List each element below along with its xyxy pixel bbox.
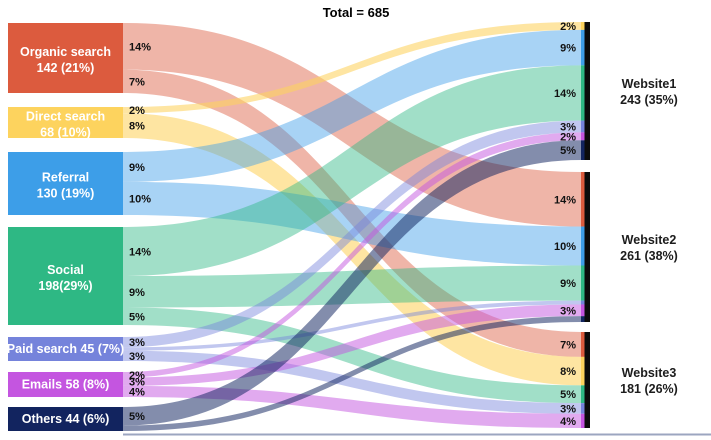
- source-node-sublabel: 142 (21%): [37, 61, 95, 75]
- source-node-label: Others 44 (6%): [22, 412, 110, 426]
- source-node-label: Direct search: [26, 110, 105, 124]
- source-node-emails: [8, 372, 123, 397]
- flow-pct-right-others-website1: 5%: [560, 145, 576, 157]
- flow-pct-right-social-website2: 9%: [560, 278, 576, 290]
- flow-pct-left-paid-search-website1: 3%: [129, 337, 145, 349]
- flow-others-website1: [123, 140, 581, 426]
- target-notch-organic-search-website2: [581, 172, 585, 227]
- chart-title: Total = 685: [323, 5, 390, 20]
- source-node-label: Referral: [42, 171, 89, 185]
- flow-pct-left-direct-search-website3: 8%: [129, 121, 145, 133]
- flow-pct-right-social-website1: 14%: [554, 88, 576, 100]
- target-sublabel-website1: 243 (35%): [620, 93, 678, 107]
- target-notch-others-website2: [581, 316, 585, 322]
- flow-pct-left-referral-website1: 9%: [129, 162, 145, 174]
- source-node-label: Paid search 45 (7%): [7, 342, 124, 356]
- target-notch-referral-website2: [581, 226, 585, 266]
- target-notch-others-website1: [581, 140, 585, 160]
- target-notch-organic-search-website3: [581, 332, 585, 357]
- source-node-label: Emails 58 (8%): [22, 378, 110, 392]
- target-notch-paid-search-website2: [581, 300, 585, 305]
- flow-pct-right-referral-website1: 9%: [560, 43, 576, 55]
- flow-emails-website1: [123, 132, 581, 378]
- source-node-paid-search: [8, 337, 123, 361]
- target-notch-social-website3: [581, 385, 585, 404]
- flow-pct-left-organic-search-website3: 7%: [129, 76, 145, 88]
- flow-direct-search-website1: [123, 22, 581, 114]
- target-notch-emails-website1: [581, 132, 585, 141]
- source-node-label: Organic search: [20, 45, 111, 59]
- flow-pct-left-social-website2: 9%: [129, 287, 145, 299]
- flow-social-website1: [123, 65, 581, 276]
- flow-pct-right-paid-search-website1: 3%: [560, 121, 576, 133]
- flow-pct-right-direct-search-website1: 2%: [560, 21, 576, 33]
- flow-organic-search-website3: [123, 69, 581, 357]
- target-notch-direct-search-website1: [581, 22, 585, 30]
- bottom-baseline: [123, 433, 711, 436]
- target-bar-website1: [584, 22, 590, 160]
- source-node-sublabel: 130 (19%): [37, 187, 95, 201]
- flow-pct-right-emails-website2: 3%: [560, 305, 576, 317]
- target-sublabel-website2: 261 (38%): [620, 249, 678, 263]
- flow-emails-website2: [123, 304, 581, 386]
- target-label-website2: Website2: [622, 233, 677, 247]
- flow-direct-search-website3: [123, 113, 581, 386]
- flow-social-website3: [123, 307, 581, 404]
- source-node-sublabel: 198(29%): [38, 279, 92, 293]
- flow-pct-left-emails-website3: 4%: [129, 386, 145, 398]
- flow-pct-right-referral-website2: 10%: [554, 241, 576, 253]
- target-notch-emails-website3: [581, 413, 585, 428]
- target-notch-paid-search-website1: [581, 120, 585, 133]
- source-node-others: [8, 407, 123, 431]
- target-sublabel-website3: 181 (26%): [620, 382, 678, 396]
- source-node-referral: [8, 152, 123, 215]
- target-notch-social-website1: [581, 65, 585, 121]
- flow-pct-right-emails-website3: 4%: [560, 416, 576, 428]
- source-node-organic-search: [8, 23, 123, 93]
- flow-pct-left-direct-search-website1: 2%: [129, 105, 145, 117]
- flow-pct-left-emails-website2: 3%: [129, 377, 145, 389]
- flow-paid-search-website2: [123, 300, 581, 351]
- flow-others-website2: [123, 316, 581, 431]
- flow-pct-right-direct-search-website3: 8%: [560, 366, 576, 378]
- flow-pct-right-emails-website1: 2%: [560, 131, 576, 143]
- flow-referral-website2: [123, 181, 581, 266]
- flow-pct-right-organic-search-website3: 7%: [560, 339, 576, 351]
- source-node-label: Social: [47, 263, 84, 277]
- flow-pct-left-social-website1: 14%: [129, 247, 151, 259]
- target-bar-website3: [584, 332, 590, 428]
- target-notch-social-website2: [581, 265, 585, 301]
- flow-pct-left-others-website1: 5%: [129, 411, 145, 423]
- target-notch-emails-website2: [581, 304, 585, 317]
- flow-pct-left-emails-website1: 2%: [129, 370, 145, 382]
- target-label-website3: Website3: [622, 366, 677, 380]
- flow-paid-search-website1: [123, 120, 581, 348]
- flow-pct-right-organic-search-website2: 14%: [554, 194, 576, 206]
- flow-referral-website1: [123, 29, 581, 182]
- source-node-social: [8, 227, 123, 325]
- target-notch-direct-search-website3: [581, 356, 585, 386]
- target-notch-referral-website1: [581, 29, 585, 66]
- target-notch-paid-search-website3: [581, 403, 585, 414]
- target-label-website1: Website1: [622, 77, 677, 91]
- flow-pct-right-paid-search-website3: 3%: [560, 403, 576, 415]
- source-node-sublabel: 68 (10%): [40, 126, 91, 140]
- flow-pct-left-referral-website2: 10%: [129, 193, 151, 205]
- flow-pct-left-social-website3: 5%: [129, 311, 145, 323]
- flow-pct-right-social-website3: 5%: [560, 389, 576, 401]
- flow-paid-search-website3: [123, 350, 581, 414]
- source-node-direct-search: [8, 107, 123, 138]
- flow-pct-left-organic-search-website2: 14%: [129, 41, 151, 53]
- flow-pct-left-paid-search-website3: 3%: [129, 351, 145, 363]
- target-bar-website2: [584, 172, 590, 322]
